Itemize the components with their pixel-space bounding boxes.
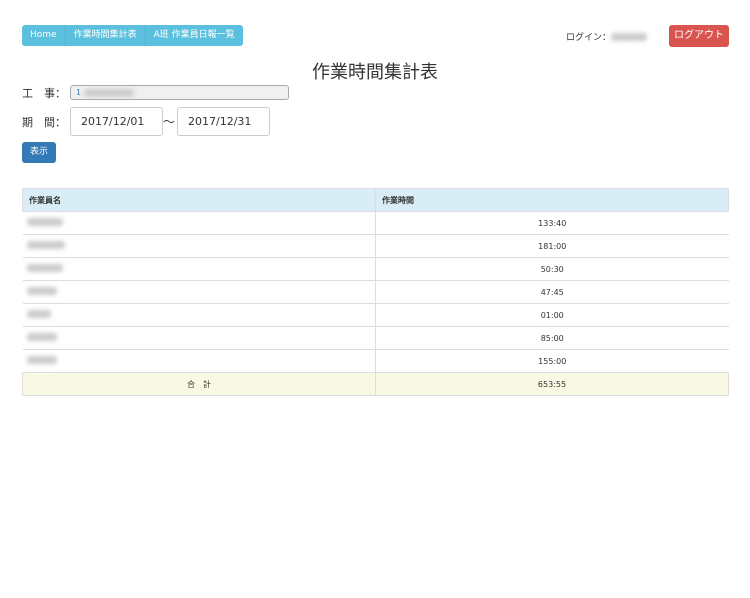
nav-home[interactable]: Home — [22, 25, 66, 46]
summary-table: 作業員名 作業時間 133:40 181:00 50:30 47:45 01:00 85:0… — [22, 188, 729, 396]
date-from-input[interactable]: 2017/12/01 — [70, 107, 163, 136]
worker-name — [22, 257, 376, 281]
table-row: 01:00 — [22, 303, 729, 327]
table-row: 181:00 — [22, 234, 729, 258]
user-name-blurred — [611, 32, 648, 41]
total-label: 合 計 — [22, 372, 376, 396]
table-row: 50:30 — [22, 257, 729, 281]
col-worker-name: 作業員名 — [22, 188, 376, 212]
worker-name-blurred — [26, 218, 63, 226]
login-info: ログイン： — [566, 30, 648, 43]
show-button[interactable]: 表示 — [22, 142, 56, 163]
col-work-hours: 作業時間 — [375, 188, 729, 212]
project-name-blurred — [83, 88, 134, 97]
table-row: 155:00 — [22, 349, 729, 373]
table-row: 47:45 — [22, 280, 729, 304]
worker-name-blurred — [26, 356, 57, 364]
worker-name-blurred — [26, 264, 63, 272]
work-hours: 47:45 — [375, 280, 729, 304]
work-hours: 01:00 — [375, 303, 729, 327]
work-hours: 133:40 — [375, 211, 729, 235]
worker-name-blurred — [26, 310, 51, 318]
work-hours: 181:00 — [375, 234, 729, 258]
worker-name-blurred — [26, 287, 57, 295]
period-label: 期 間： — [22, 116, 66, 129]
worker-name — [22, 211, 376, 235]
login-label: ログイン： — [566, 33, 612, 43]
table-row: 133:40 — [22, 211, 729, 235]
logout-button[interactable]: ログアウト — [669, 25, 729, 47]
date-to-input[interactable]: 2017/12/31 — [177, 107, 270, 136]
worker-name — [22, 234, 376, 258]
total-row: 合 計 653:55 — [22, 372, 729, 396]
project-label: 工 事： — [22, 87, 66, 100]
work-hours: 155:00 — [375, 349, 729, 373]
project-select[interactable]: 1 — [70, 85, 289, 100]
worker-name — [22, 303, 376, 327]
worker-name — [22, 349, 376, 373]
nav-buttons: Home 作業時間集計表 A班 作業員日報一覧 — [22, 25, 243, 46]
worker-name — [22, 280, 376, 304]
tilde: 〜 — [163, 115, 176, 129]
worker-name-blurred — [26, 333, 57, 341]
total-value: 653:55 — [375, 372, 729, 396]
work-hours: 50:30 — [375, 257, 729, 281]
nav-daily-report-list[interactable]: A班 作業員日報一覧 — [145, 25, 243, 46]
nav-work-hours-summary[interactable]: 作業時間集計表 — [65, 25, 146, 46]
work-hours: 85:00 — [375, 326, 729, 350]
table-row: 85:00 — [22, 326, 729, 350]
page-title: 作業時間集計表 — [312, 62, 438, 83]
project-value: 1 — [76, 88, 82, 97]
worker-name-blurred — [26, 241, 65, 249]
worker-name — [22, 326, 376, 350]
